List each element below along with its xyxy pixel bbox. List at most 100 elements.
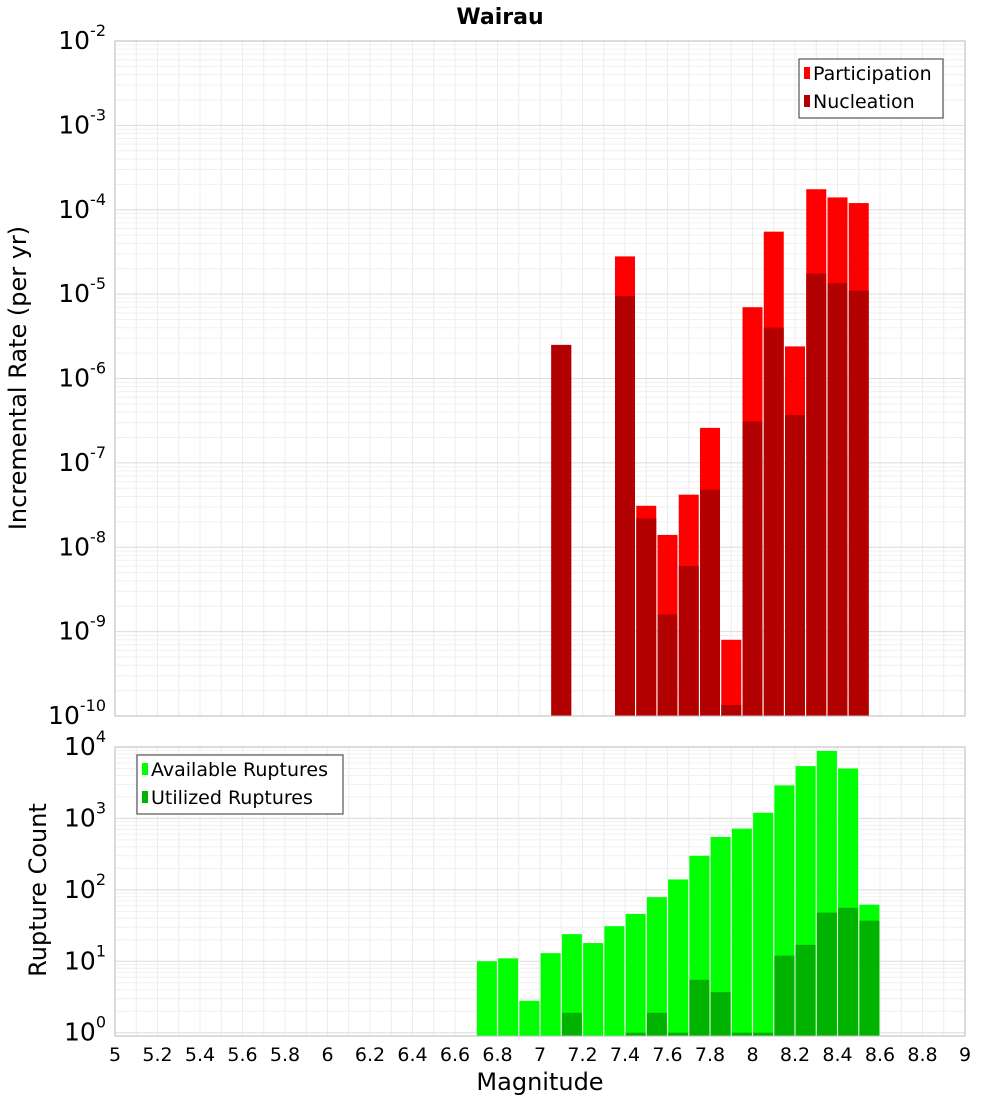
x-tick-label: 9 bbox=[959, 1044, 971, 1066]
bar-utilized-ruptures bbox=[838, 907, 859, 1036]
x-axis-title: Magnitude bbox=[476, 1068, 603, 1096]
plot-frame bbox=[114, 40, 966, 717]
y-tick-label: 10-9 bbox=[58, 612, 106, 646]
x-tick-label: 8.6 bbox=[865, 1044, 895, 1066]
bars bbox=[476, 750, 880, 1036]
bar-available-ruptures bbox=[625, 913, 646, 1036]
bar-available-ruptures bbox=[561, 934, 582, 1036]
chart-title: Wairau bbox=[456, 5, 543, 30]
bar-nucleation bbox=[551, 344, 572, 716]
x-tick-label: 7.2 bbox=[567, 1044, 597, 1066]
x-tick-label: 8.8 bbox=[907, 1044, 937, 1066]
x-tick-label: 8 bbox=[746, 1044, 758, 1066]
x-tick-label: 5.4 bbox=[185, 1044, 215, 1066]
legend-label: Utilized Ruptures bbox=[151, 787, 313, 809]
bar-utilized-ruptures bbox=[689, 979, 710, 1036]
legend: Participation Nucleation bbox=[798, 58, 944, 119]
bar-nucleation bbox=[721, 705, 742, 716]
x-tick-label: 5.6 bbox=[227, 1044, 257, 1066]
bar-nucleation bbox=[636, 518, 657, 716]
bar-utilized-ruptures bbox=[774, 955, 795, 1036]
y-tick-label: 101 bbox=[64, 941, 106, 975]
bar-available-ruptures bbox=[476, 961, 497, 1036]
y-tick-label: 10-2 bbox=[58, 21, 106, 55]
y-tick-label: 104 bbox=[64, 727, 106, 761]
y-tick-label: 10-7 bbox=[58, 443, 106, 477]
bar-utilized-ruptures bbox=[561, 1012, 582, 1036]
y-tick-labels: 10-10 10-9 10-8 10-7 10-6 10-5 10-4 10-3 10-2 bbox=[48, 21, 106, 730]
legend-box bbox=[136, 754, 344, 815]
bar-utilized-ruptures bbox=[731, 1032, 752, 1036]
bar-utilized-ruptures bbox=[646, 1012, 667, 1036]
bar-utilized-ruptures bbox=[753, 1032, 774, 1036]
y-tick-label: 10-10 bbox=[48, 696, 106, 730]
bar-nucleation bbox=[700, 489, 720, 716]
x-tick-label: 5 bbox=[109, 1044, 121, 1066]
bar-available-ruptures bbox=[646, 897, 667, 1036]
bar-available-ruptures bbox=[498, 958, 519, 1036]
bar-nucleation bbox=[763, 327, 784, 716]
x-tick-labels: 5 5.2 5.4 5.6 5.8 6 6.2 6.4 6.6 6.8 7 7.2 7.4 7.6 7.8 8… bbox=[109, 1044, 971, 1066]
legend-label: Nucleation bbox=[813, 91, 915, 113]
x-tick-label: 7.8 bbox=[695, 1044, 725, 1066]
x-tick-label: 8.4 bbox=[822, 1044, 852, 1066]
y-tick-label: 10-8 bbox=[58, 527, 106, 561]
legend-swatch bbox=[142, 763, 148, 775]
x-tick-label: 8.2 bbox=[780, 1044, 810, 1066]
legend-box bbox=[798, 58, 944, 119]
x-tick-label: 7 bbox=[534, 1044, 546, 1066]
legend-swatch bbox=[804, 67, 810, 79]
bar-available-ruptures bbox=[710, 836, 731, 1036]
bar-utilized-ruptures bbox=[625, 1032, 646, 1036]
y-tick-label: 103 bbox=[64, 798, 106, 832]
bar-nucleation bbox=[827, 283, 848, 716]
legend-label: Participation bbox=[813, 63, 932, 85]
bar-nucleation bbox=[806, 273, 827, 716]
x-tick-label: 6 bbox=[321, 1044, 333, 1066]
bar-available-ruptures bbox=[731, 828, 752, 1036]
bar-nucleation bbox=[742, 421, 763, 716]
bar-utilized-ruptures bbox=[668, 1032, 689, 1036]
y-tick-label: 10-6 bbox=[58, 359, 106, 393]
bar-utilized-ruptures bbox=[795, 944, 816, 1036]
bar-utilized-ruptures bbox=[710, 992, 731, 1036]
y-tick-label: 10-5 bbox=[58, 274, 106, 308]
y-tick-labels: 100 101 102 103 104 bbox=[64, 727, 106, 1047]
plot-frame bbox=[114, 746, 966, 1037]
bar-utilized-ruptures bbox=[816, 912, 837, 1036]
y-tick-label: 10-4 bbox=[58, 190, 106, 224]
x-tick-label: 5.8 bbox=[270, 1044, 300, 1066]
y-tick-label: 100 bbox=[64, 1013, 106, 1047]
x-tick-label: 7.6 bbox=[652, 1044, 682, 1066]
bar-available-ruptures bbox=[540, 953, 561, 1036]
y-axis-title-count: Rupture Count bbox=[24, 803, 52, 977]
y-axis-title-rate: Incremental Rate (per yr) bbox=[4, 226, 32, 530]
x-tick-label: 6.2 bbox=[355, 1044, 385, 1066]
bar-nucleation bbox=[678, 565, 699, 716]
bar-utilized-ruptures bbox=[859, 920, 880, 1036]
bar-nucleation bbox=[615, 296, 635, 716]
x-tick-label: 6.8 bbox=[482, 1044, 512, 1066]
bar-available-ruptures bbox=[583, 943, 604, 1036]
bars bbox=[551, 189, 869, 717]
x-tick-label: 6.6 bbox=[440, 1044, 470, 1066]
legend: Available Ruptures Utilized Ruptures bbox=[136, 754, 344, 815]
bar-nucleation bbox=[848, 290, 869, 716]
legend-swatch bbox=[804, 95, 810, 107]
bar-participation bbox=[721, 639, 742, 716]
y-tick-label: 102 bbox=[64, 870, 106, 904]
bar-available-ruptures bbox=[753, 812, 774, 1036]
legend-swatch bbox=[142, 791, 148, 803]
x-tick-label: 5.2 bbox=[142, 1044, 172, 1066]
rate-panel: 10-10 10-9 10-8 10-7 10-6 10-5 10-4 10-3 10-2 Par… bbox=[48, 21, 966, 730]
x-tick-label: 6.4 bbox=[397, 1044, 427, 1066]
bar-available-ruptures bbox=[668, 879, 689, 1036]
legend-label: Available Ruptures bbox=[151, 759, 328, 781]
bar-available-ruptures bbox=[604, 926, 625, 1036]
bar-nucleation bbox=[785, 414, 805, 716]
count-panel: 100 101 102 103 104 5 5.2 5.4 5.6 5.8 6 6.2 6.4 6.6 6.… bbox=[64, 727, 971, 1066]
y-tick-label: 10-3 bbox=[58, 105, 106, 139]
bar-nucleation bbox=[657, 614, 678, 716]
